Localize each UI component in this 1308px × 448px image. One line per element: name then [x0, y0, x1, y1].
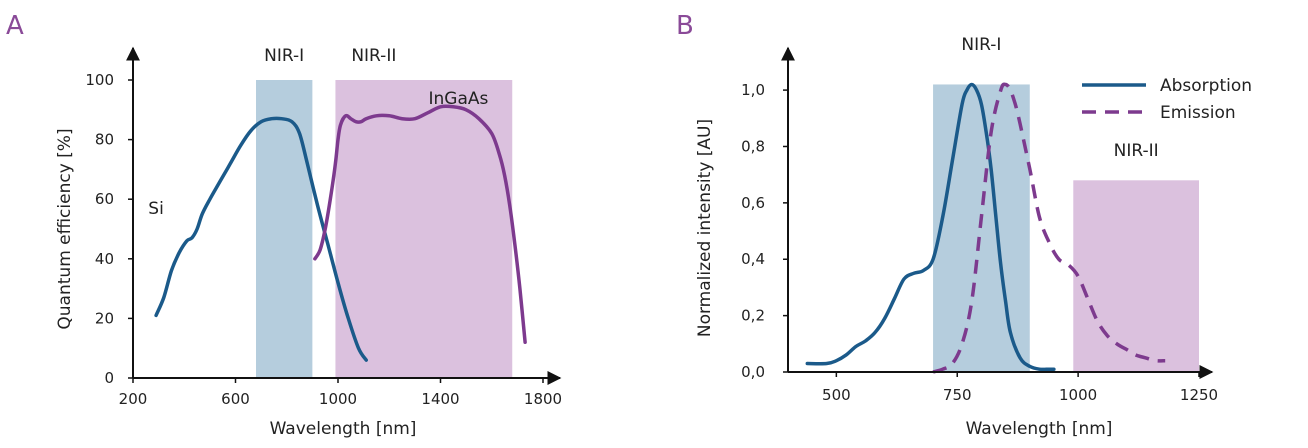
band-label-nir-i: NIR-I [264, 46, 304, 66]
chart-panel-a: A NIR-I NIR-II 200 600 1000 1400 1800 0 20 40 60 8… [6, 11, 562, 439]
x-tick-label: 500 [822, 386, 851, 404]
legend-label-emission: Emission [1160, 103, 1236, 123]
band-label-nir-ii: NIR-II [1114, 141, 1159, 161]
y-tick-label: 0,0 [741, 363, 765, 381]
band-label-nir-i: NIR-I [961, 35, 1001, 55]
x-tick-label: 1250 [1180, 386, 1218, 404]
panel-letter-a: A [6, 11, 24, 41]
axes-b [781, 46, 1214, 379]
x-axis-title-b: Wavelength [nm] [966, 419, 1113, 439]
series-ingaas-line [313, 104, 527, 344]
x-tick-label: 750 [943, 386, 972, 404]
y-tick-label: 0,2 [741, 307, 765, 325]
annotation-ingaas: InGaAs [429, 89, 489, 109]
x-tick-label: 1000 [1059, 386, 1097, 404]
annotation-si: Si [148, 199, 164, 219]
bands-b [933, 84, 1199, 372]
y-tick-label: 100 [85, 71, 114, 89]
bands-a [256, 80, 513, 378]
band-labels-b: NIR-I NIR-II [961, 35, 1158, 161]
x-tick-label: 1400 [421, 390, 459, 408]
band-nir-i [256, 80, 313, 378]
y-tick-label: 0,8 [741, 137, 765, 155]
band-label-nir-ii: NIR-II [351, 46, 396, 66]
series-absorption-line [805, 82, 1056, 372]
y-tick-label: 0,4 [741, 250, 765, 268]
series-b [805, 82, 1166, 374]
ticks-a: 200 600 1000 1400 1800 0 20 40 60 80 100 [85, 71, 562, 408]
y-tick-label: 80 [95, 131, 114, 149]
y-tick-label: 0 [104, 369, 114, 387]
y-tick-label: 20 [95, 309, 114, 327]
x-tick-label: 200 [119, 390, 148, 408]
band-labels-a: NIR-I NIR-II [264, 46, 396, 66]
legend-label-absorption: Absorption [1160, 76, 1252, 96]
series-si-line [154, 116, 368, 362]
panel-letter-b: B [676, 11, 694, 41]
y-axis-title-b: Normalized intensity [AU] [695, 119, 715, 337]
x-tick-label: 1000 [319, 390, 357, 408]
ticks-b: 500 750 1000 1250 0,0 0,2 0,4 0,6 0,8 1,0 [741, 81, 1218, 404]
y-tick-label: 1,0 [741, 81, 765, 99]
axes-a [126, 46, 562, 385]
y-tick-label: 0,6 [741, 194, 765, 212]
x-axis-title-a: Wavelength [nm] [270, 419, 417, 439]
x-tick-label: 1800 [524, 390, 562, 408]
band-nir-ii [335, 80, 513, 378]
y-axis-title-a: Quantum efficiency [%] [55, 128, 75, 329]
y-tick-label: 40 [95, 250, 114, 268]
band-nir-i [933, 84, 1030, 372]
x-tick-label: 600 [221, 390, 250, 408]
chart-panel-b: B NIR-I NIR-II 500 750 1000 1250 0,0 0,2 0,4 0,6… [676, 11, 1252, 439]
series-a [154, 104, 527, 362]
legend-b: Absorption Emission [1082, 76, 1252, 123]
band-nir-ii [1073, 180, 1199, 372]
series-emission-line [932, 82, 1166, 374]
y-tick-label: 60 [95, 190, 114, 208]
annotations-a: Si InGaAs [148, 89, 488, 219]
